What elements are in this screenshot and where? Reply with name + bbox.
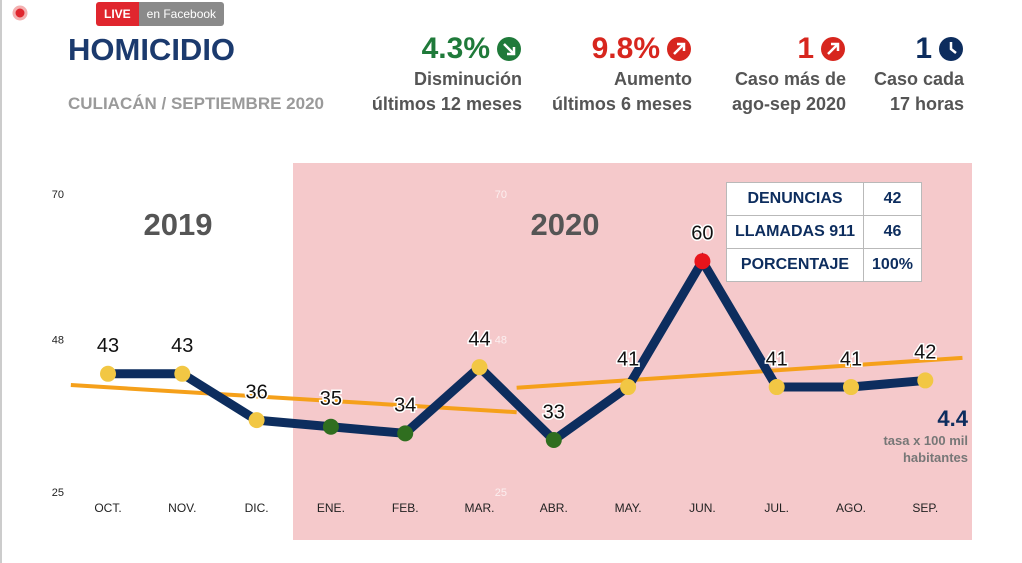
x-tick-label: FEB.: [392, 501, 419, 515]
stat-icon: [667, 37, 691, 61]
x-tick-label: ABR.: [540, 501, 568, 515]
data-label: 36: [245, 381, 267, 403]
stat-icon: [939, 37, 963, 61]
y-tick-label-ghost: 48: [495, 335, 507, 347]
point: [917, 372, 934, 389]
table-cell: 100%: [863, 248, 922, 282]
point: [620, 379, 637, 396]
point: [174, 365, 191, 382]
live-label: LIVE: [96, 2, 139, 26]
y-tick-label: 70: [52, 189, 64, 201]
stat-value-row: 9.8%: [552, 32, 692, 66]
table-cell: DENUNCIAS: [725, 182, 865, 216]
data-label: 41: [766, 348, 788, 370]
rate-label: tasa x 100 mil: [883, 433, 968, 448]
stat-value: 4.3%: [421, 32, 490, 65]
x-tick-label: MAR.: [465, 501, 495, 515]
stat-icon: [497, 37, 521, 61]
point: [397, 425, 414, 442]
data-line: [108, 252, 926, 446]
point: [322, 418, 339, 435]
point: [545, 432, 562, 449]
live-source: en Facebook: [138, 2, 225, 26]
stat-label: 17 horas: [889, 94, 964, 114]
icon-glyph: [673, 42, 686, 55]
data-label: 44: [468, 328, 490, 350]
point: [248, 412, 265, 429]
data-label: 33: [543, 401, 565, 423]
stat: 4.3% Disminución últimos 12 meses: [372, 32, 522, 116]
data-label: 34: [394, 395, 416, 417]
data-label: 41: [617, 348, 639, 370]
point: [100, 365, 116, 382]
y-tick-label-ghost: 25: [495, 487, 507, 499]
x-tick-label: NOV.: [168, 501, 196, 515]
x-tick-label: AGO.: [836, 501, 866, 515]
rate-label: habitantes: [902, 450, 968, 465]
trend-line: [70, 383, 517, 415]
stat-label: Caso más de: [734, 69, 846, 89]
x-tick-label: MAY.: [615, 501, 642, 515]
x-tick-label: SEP.: [912, 501, 938, 515]
stat-value-row: 1: [874, 32, 964, 66]
table-row: PORCENTAJE 100%: [725, 248, 922, 282]
data-label: 60: [691, 223, 713, 245]
x-tick-label: ENE.: [317, 501, 345, 515]
y-tick-label: 48: [52, 335, 64, 347]
rate: 4.4 tasa x 100 mil habitantes: [862, 406, 968, 466]
stat: 9.8% Aumento últimos 6 meses: [552, 32, 692, 116]
stat-value: 1: [797, 32, 814, 65]
data-label: 41: [840, 348, 862, 370]
stat-value: 1: [915, 32, 932, 65]
record-dot: [12, 5, 28, 21]
stat-label: últimos 6 meses: [551, 94, 692, 114]
table-row: LLAMADAS 911 46: [725, 215, 922, 249]
stat-label: ago-sep 2020: [731, 94, 846, 114]
data-label: 43: [97, 335, 119, 357]
stat-icon: [821, 37, 845, 61]
subtitle: CULIACÁN / SEPTIEMBRE 2020: [68, 94, 324, 113]
stat-label: Aumento: [614, 69, 692, 89]
table-cell: PORCENTAJE: [725, 248, 865, 282]
y-tick-label: 25: [52, 487, 64, 499]
stat-label: Caso cada: [873, 69, 964, 89]
table-cell: 46: [863, 215, 922, 249]
point: [843, 379, 859, 396]
data-label: 35: [320, 388, 342, 410]
stat-label: Disminución: [413, 69, 522, 89]
year-label: 2019: [144, 207, 213, 242]
title: HOMICIDIO: [68, 32, 236, 67]
point: [694, 253, 711, 270]
x-tick-label: JUN.: [689, 501, 716, 515]
stat-value-row: 1: [732, 32, 846, 66]
summary-table: DENUNCIAS 42 LLAMADAS 911 46 PORCENTAJE 100%: [725, 182, 922, 282]
table-row: DENUNCIAS 42: [725, 182, 922, 216]
stat-label: últimos 12 meses: [371, 94, 522, 114]
year-label: 2020: [531, 207, 600, 242]
trend-line: [516, 355, 963, 390]
y-tick-label-ghost: 70: [495, 189, 507, 201]
point: [768, 379, 785, 396]
live-badge[interactable]: LIVE en Facebook: [96, 2, 225, 26]
stat: 1 Caso cada 17 horas: [874, 32, 964, 116]
x-tick-label: OCT.: [94, 501, 121, 515]
x-tick-label: JUL.: [764, 501, 789, 515]
icon-glyph: [949, 42, 957, 54]
stat: 1 Caso más de ago-sep 2020: [732, 32, 846, 116]
data-label: 43: [171, 335, 193, 357]
icon-glyph: [827, 42, 840, 55]
table-cell: LLAMADAS 911: [725, 215, 865, 249]
data-label: 42: [914, 342, 936, 364]
stat-value-row: 4.3%: [372, 32, 522, 66]
x-tick-label: DIC.: [245, 501, 269, 515]
point: [471, 359, 488, 376]
stat-value: 9.8%: [591, 32, 660, 65]
table-cell: 42: [863, 182, 922, 216]
rate-value: 4.4: [937, 406, 968, 431]
icon-glyph: [503, 43, 516, 56]
